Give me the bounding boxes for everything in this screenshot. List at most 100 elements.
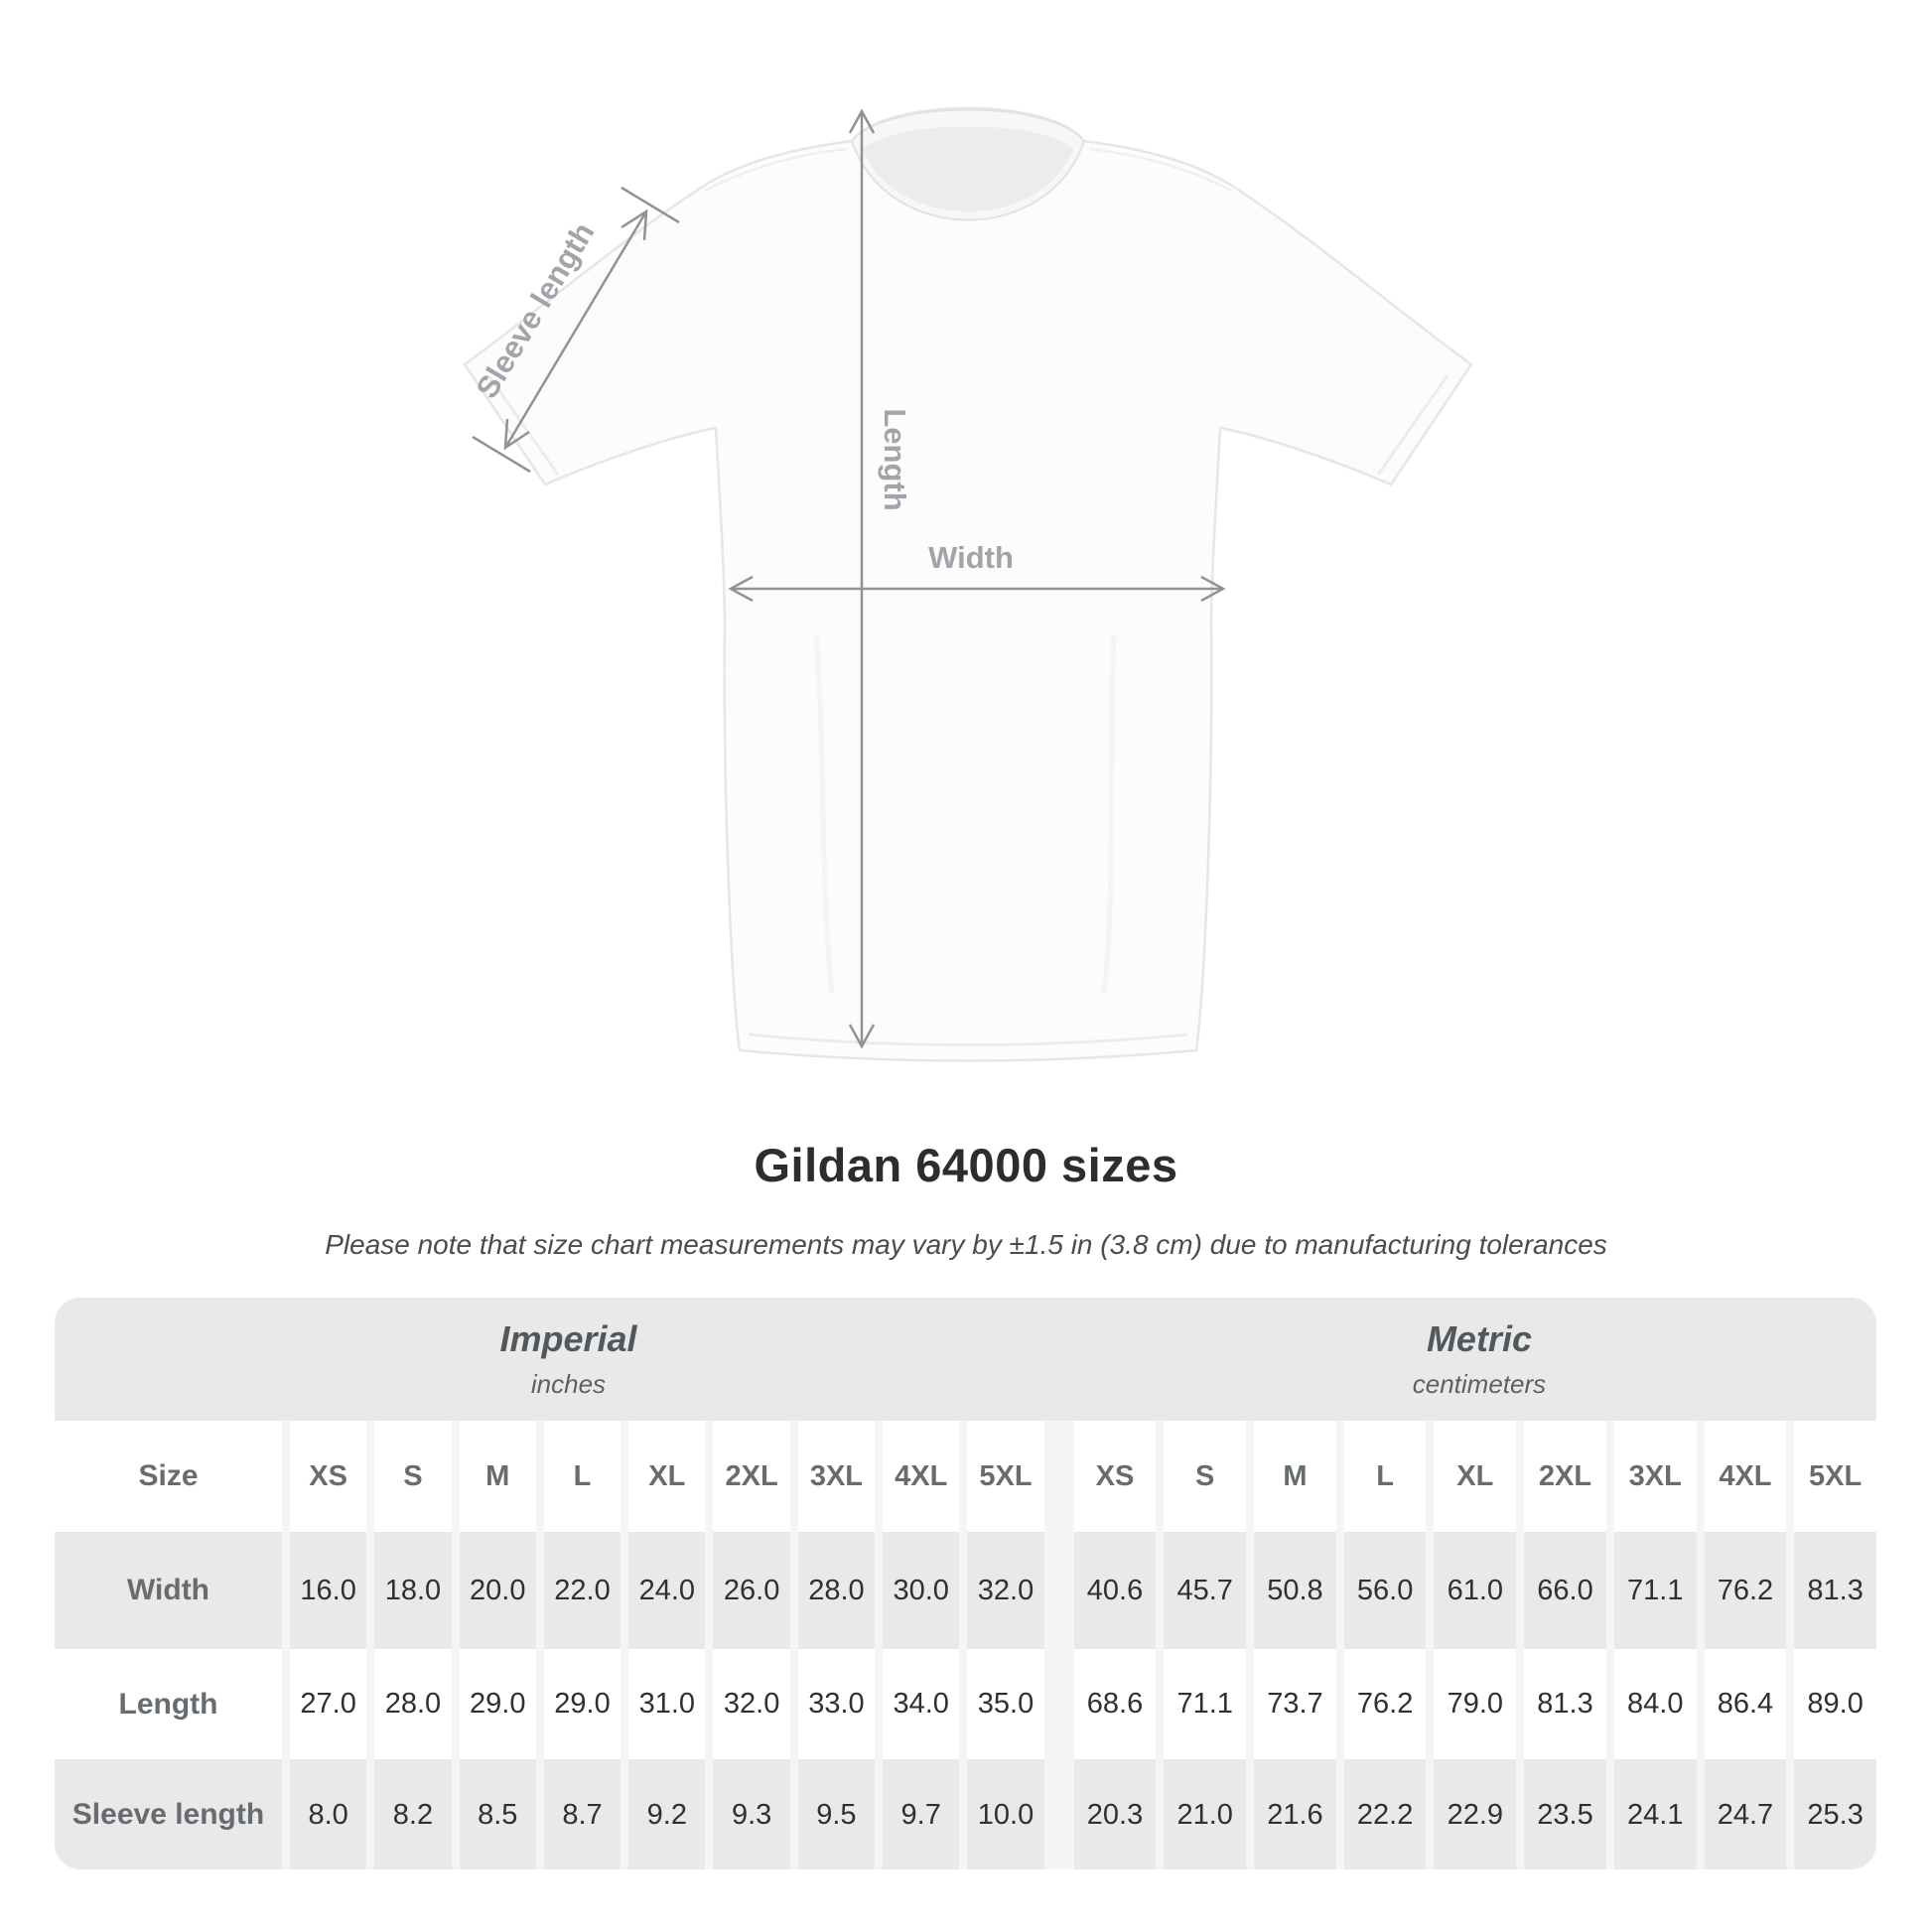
- table-cell: 9.2: [628, 1759, 706, 1869]
- table-cell: 27.0: [290, 1649, 367, 1759]
- tshirt-cuff-seam-right: [1376, 374, 1449, 476]
- table-row-label: Width: [55, 1532, 282, 1649]
- table-cell: 61.0: [1434, 1532, 1517, 1649]
- table-cell: 25.3: [1794, 1759, 1876, 1869]
- table-cell: 89.0: [1794, 1649, 1876, 1759]
- size-col-header: 2XL: [713, 1421, 790, 1532]
- size-header-label: Size: [55, 1421, 282, 1532]
- length-arrow: [848, 108, 876, 1049]
- table-cell: 8.2: [374, 1759, 452, 1869]
- table-cell: 73.7: [1254, 1649, 1336, 1759]
- size-col-header: 3XL: [797, 1421, 876, 1532]
- table-cell: 84.0: [1613, 1649, 1697, 1759]
- table-cell: 86.4: [1704, 1649, 1787, 1759]
- table-cell: 71.1: [1613, 1532, 1697, 1649]
- size-col-header: S: [1164, 1421, 1247, 1532]
- imperial-unit: inches: [530, 1369, 607, 1399]
- group-gap: [1052, 1649, 1066, 1759]
- table-cell: 81.3: [1524, 1649, 1606, 1759]
- table-cell: 28.0: [374, 1649, 452, 1759]
- size-col-header: M: [459, 1421, 536, 1532]
- table-cell: 32.0: [713, 1649, 790, 1759]
- metric-header: Metric centimeters: [1082, 1298, 1876, 1421]
- table-cell: 24.0: [628, 1532, 706, 1649]
- unit-header-band: Imperial inches Metric centimeters: [55, 1298, 1876, 1421]
- table-cell: 21.0: [1164, 1759, 1247, 1869]
- table-cell: 81.3: [1794, 1532, 1876, 1649]
- size-col-header: S: [374, 1421, 452, 1532]
- table-cell: 24.1: [1613, 1759, 1697, 1869]
- size-col-header: L: [543, 1421, 621, 1532]
- table-cell: 29.0: [543, 1649, 621, 1759]
- table-cell: 20.0: [459, 1532, 536, 1649]
- table-cell: 8.5: [459, 1759, 536, 1869]
- table-cell: 16.0: [290, 1532, 367, 1649]
- table-cell: 33.0: [797, 1649, 876, 1759]
- group-gap: [1052, 1759, 1066, 1869]
- table-cell: 35.0: [967, 1649, 1044, 1759]
- size-col-header: 4XL: [1704, 1421, 1787, 1532]
- sleeve-length-arrow: [472, 186, 680, 474]
- length-label: Length: [878, 408, 912, 510]
- table-cell: 71.1: [1164, 1649, 1247, 1759]
- group-gap: [1052, 1421, 1066, 1532]
- table-cell: 76.2: [1704, 1532, 1787, 1649]
- table-cell: 21.6: [1254, 1759, 1336, 1869]
- table-cell: 22.0: [543, 1532, 621, 1649]
- table-cell: 18.0: [374, 1532, 452, 1649]
- table-cell: 68.6: [1073, 1649, 1157, 1759]
- metric-title: Metric: [1426, 1318, 1532, 1359]
- size-col-header: XS: [1073, 1421, 1157, 1532]
- metric-unit: centimeters: [1412, 1369, 1547, 1399]
- table-cell: 22.9: [1434, 1759, 1517, 1869]
- table-cell: 28.0: [797, 1532, 876, 1649]
- size-col-header: XL: [628, 1421, 706, 1532]
- size-table: Imperial inches Metric centimeters Size …: [55, 1298, 1876, 1869]
- table-cell: 26.0: [713, 1532, 790, 1649]
- table-cell: 50.8: [1254, 1532, 1336, 1649]
- table-cell: 29.0: [459, 1649, 536, 1759]
- table-cell: 8.7: [543, 1759, 621, 1869]
- table-cell: 23.5: [1524, 1759, 1606, 1869]
- page-title: Gildan 64000 sizes: [754, 1139, 1178, 1191]
- table-cell: 79.0: [1434, 1649, 1517, 1759]
- table-cell: 31.0: [628, 1649, 706, 1759]
- table-cell: 20.3: [1073, 1759, 1157, 1869]
- table-cell: 66.0: [1524, 1532, 1606, 1649]
- table-cell: 24.7: [1704, 1759, 1787, 1869]
- tshirt-wrinkle-right: [1101, 634, 1117, 994]
- imperial-header: Imperial inches: [55, 1298, 1082, 1421]
- table-cell: 30.0: [883, 1532, 960, 1649]
- size-col-header: 3XL: [1613, 1421, 1697, 1532]
- table-cell: 10.0: [967, 1759, 1044, 1869]
- tshirt-collar-opening: [863, 126, 1073, 211]
- table-cell: 32.0: [967, 1532, 1044, 1649]
- tolerance-note: Please note that size chart measurements…: [325, 1229, 1607, 1260]
- tshirt-shoulder-seam-left: [704, 147, 847, 193]
- size-col-header: 5XL: [967, 1421, 1044, 1532]
- imperial-title: Imperial: [499, 1318, 637, 1359]
- table-cell: 45.7: [1164, 1532, 1247, 1649]
- tshirt-shoulder-seam-right: [1089, 147, 1232, 193]
- size-col-header: 4XL: [883, 1421, 960, 1532]
- table-row-label: Sleeve length: [55, 1759, 282, 1869]
- size-col-header: M: [1254, 1421, 1336, 1532]
- table-cell: 8.0: [290, 1759, 367, 1869]
- size-col-header: 2XL: [1524, 1421, 1606, 1532]
- size-table-grid: Size XS S M L XL 2XL 3XL 4XL 5XL XS S M …: [55, 1421, 1876, 1869]
- tshirt-wrinkle-left: [813, 634, 835, 994]
- table-cell: 34.0: [883, 1649, 960, 1759]
- group-gap: [1052, 1532, 1066, 1649]
- size-col-header: 5XL: [1794, 1421, 1876, 1532]
- size-col-header: L: [1343, 1421, 1427, 1532]
- size-col-header: XL: [1434, 1421, 1517, 1532]
- width-arrow: [728, 575, 1226, 603]
- width-label: Width: [928, 540, 1014, 575]
- tshirt-cuff-seam-left: [486, 374, 560, 476]
- table-cell: 22.2: [1343, 1759, 1427, 1869]
- table-cell: 9.7: [883, 1759, 960, 1869]
- tshirt-diagram: Sleeve length Length Width: [463, 106, 1473, 1062]
- table-cell: 76.2: [1343, 1649, 1427, 1759]
- table-cell: 56.0: [1343, 1532, 1427, 1649]
